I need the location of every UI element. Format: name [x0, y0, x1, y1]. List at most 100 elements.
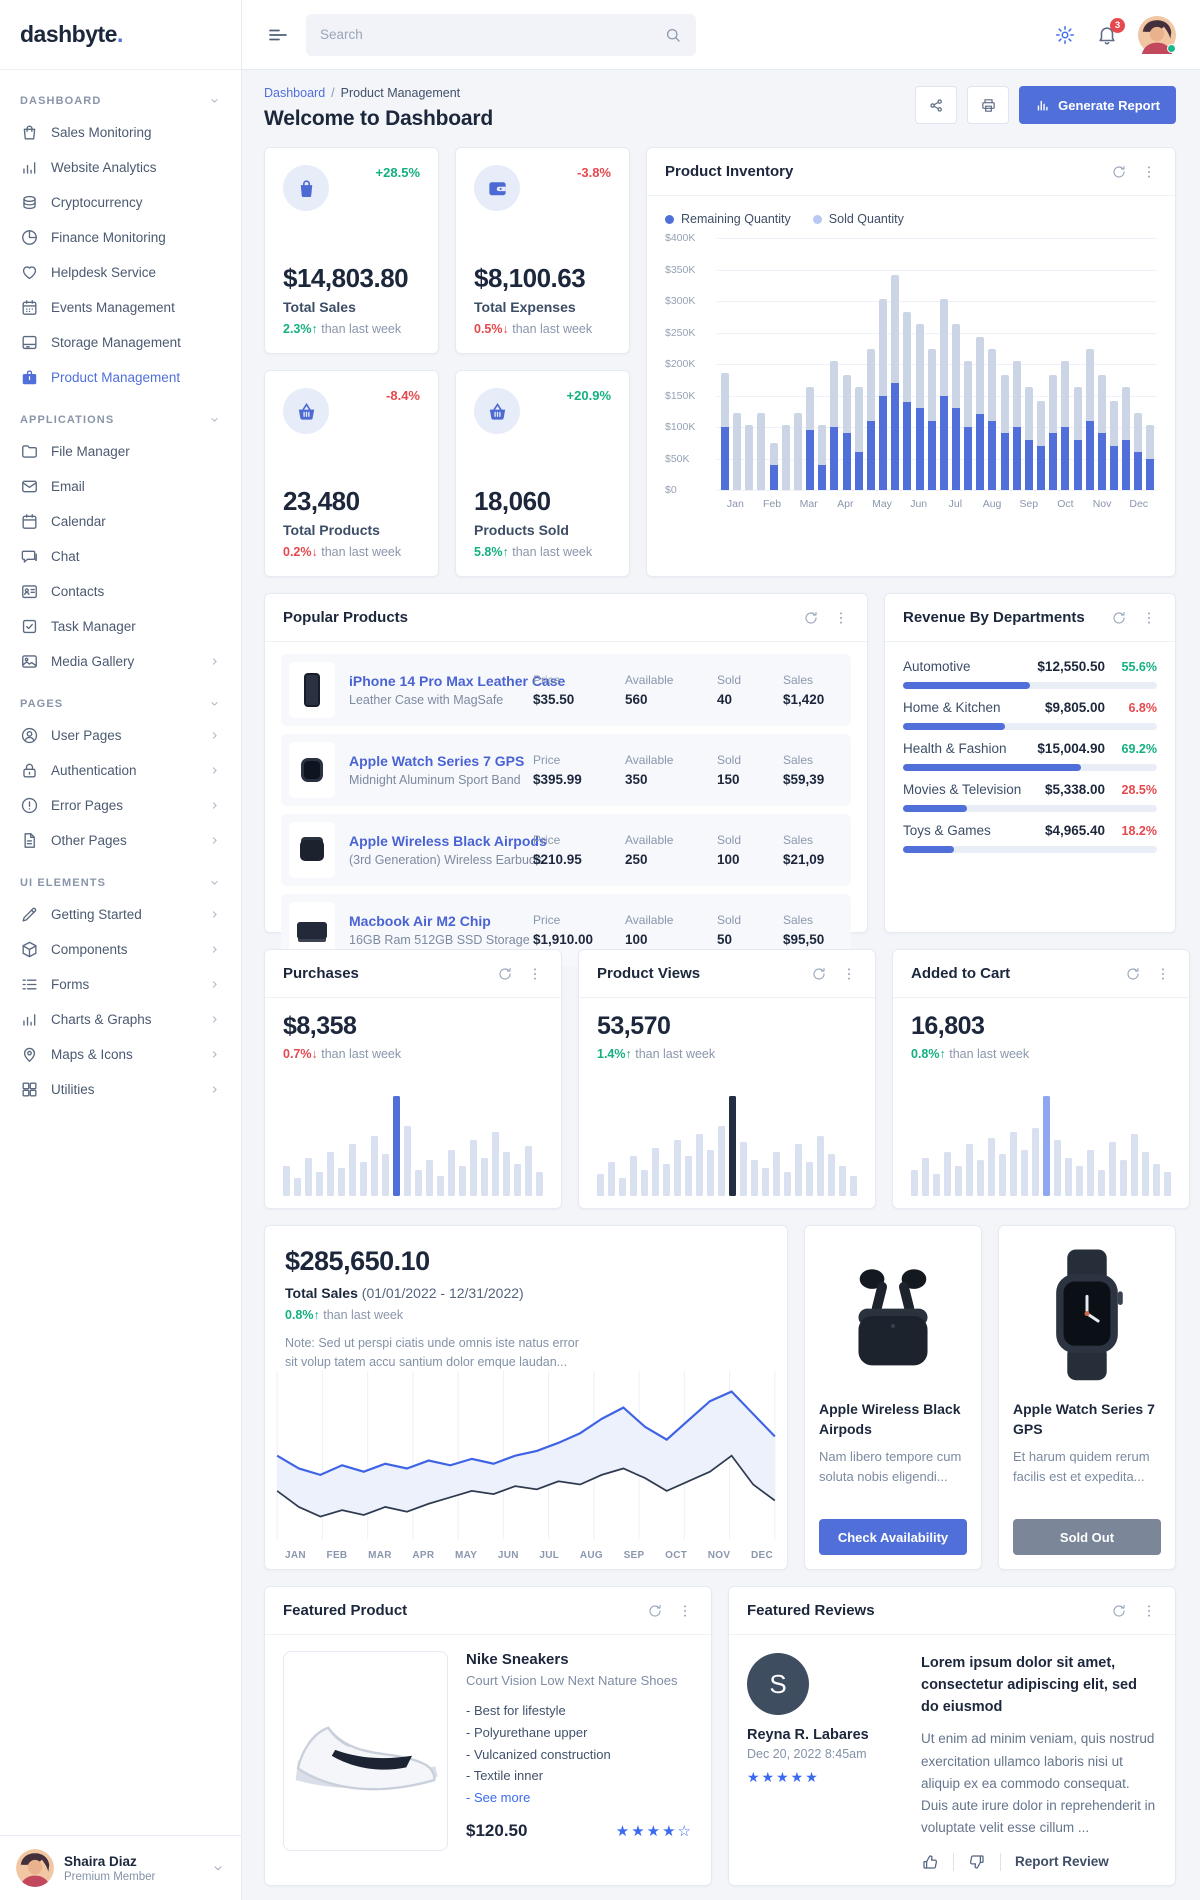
- card-header: Purchases: [265, 950, 561, 998]
- sidebar-item-error-pages[interactable]: Error Pages: [0, 788, 241, 823]
- refresh-icon[interactable]: [647, 1603, 663, 1619]
- remaining-segment: [903, 401, 912, 490]
- thumbs-down-icon[interactable]: [968, 1853, 986, 1871]
- mini-bar: [685, 1156, 692, 1196]
- sidebar-item-storage-management[interactable]: Storage Management: [0, 325, 241, 360]
- mac-thumbnail: [289, 902, 335, 958]
- sidebar-item-helpdesk-service[interactable]: Helpdesk Service: [0, 255, 241, 290]
- refresh-icon[interactable]: [497, 966, 513, 982]
- inventory-bar: [1037, 400, 1046, 490]
- sidebar-item-components[interactable]: Components: [0, 932, 241, 967]
- sold-segment: [1122, 387, 1131, 440]
- kebab-menu-icon[interactable]: [677, 1603, 693, 1619]
- brand-logo[interactable]: dashbyte.: [0, 0, 241, 70]
- sold-out-button[interactable]: Sold Out: [1013, 1519, 1161, 1555]
- mini-bar: [459, 1166, 466, 1196]
- menu-icon[interactable]: [266, 23, 290, 47]
- kpi-bag-icon: [295, 177, 318, 200]
- refresh-icon[interactable]: [803, 610, 819, 626]
- search-input[interactable]: [320, 27, 654, 42]
- revenue-line: Automotive $12,550.50 55.6%: [903, 659, 1157, 674]
- sidebar-item-charts-graphs[interactable]: Charts & Graphs: [0, 1002, 241, 1037]
- check-availability-button[interactable]: Check Availability: [819, 1519, 967, 1555]
- sidebar-item-user-pages[interactable]: User Pages: [0, 718, 241, 753]
- chevron-down-icon[interactable]: [208, 94, 221, 107]
- col-value: $21,09: [783, 852, 825, 867]
- product-name-link[interactable]: Apple Watch Series 7 GPS: [349, 753, 525, 769]
- x-tick-label: OCT: [665, 1550, 688, 1561]
- sidebar-item-calendar[interactable]: Calendar: [0, 504, 241, 539]
- sidebar-section-label[interactable]: DASHBOARD: [0, 76, 241, 115]
- refresh-icon[interactable]: [1111, 610, 1127, 626]
- sidebar-section-label[interactable]: APPLICATIONS: [0, 395, 241, 434]
- sidebar-item-getting-started[interactable]: Getting Started: [0, 897, 241, 932]
- sidebar-item-contacts[interactable]: Contacts: [0, 574, 241, 609]
- kebab-menu-icon[interactable]: [527, 966, 543, 982]
- kebab-menu-icon[interactable]: [833, 610, 849, 626]
- chevron-down-icon[interactable]: [208, 413, 221, 426]
- legend-item[interactable]: Sold Quantity: [812, 212, 904, 226]
- remaining-segment: [830, 427, 839, 490]
- product-name-link[interactable]: Apple Wireless Black Airpods: [349, 833, 547, 849]
- sidebar-item-website-analytics[interactable]: Website Analytics: [0, 150, 241, 185]
- product-name-link[interactable]: Macbook Air M2 Chip: [349, 913, 491, 929]
- gear-icon[interactable]: [1054, 24, 1076, 46]
- search-icon[interactable]: [664, 26, 682, 44]
- sidebar-item-media-gallery[interactable]: Media Gallery: [0, 644, 241, 679]
- sidebar-item-finance-monitoring[interactable]: Finance Monitoring: [0, 220, 241, 255]
- chevron-down-icon[interactable]: [211, 1861, 225, 1875]
- sidebar-item-other-pages[interactable]: Other Pages: [0, 823, 241, 858]
- sidebar-item-email[interactable]: Email: [0, 469, 241, 504]
- sidebar-item-product-management[interactable]: Product Management: [0, 360, 241, 395]
- sidebar-item-chat[interactable]: Chat: [0, 539, 241, 574]
- sold-segment: [793, 413, 802, 490]
- bell-icon[interactable]: 3: [1096, 17, 1125, 46]
- share-button[interactable]: [915, 86, 958, 124]
- sold-segment: [1146, 425, 1155, 459]
- kebab-menu-icon[interactable]: [1141, 610, 1157, 626]
- thumbs-up-icon[interactable]: [921, 1853, 939, 1871]
- profile-avatar[interactable]: [1138, 15, 1176, 54]
- sidebar-item-task-manager[interactable]: Task Manager: [0, 609, 241, 644]
- sidebar-user[interactable]: Shaira Diaz Premium Member: [0, 1835, 241, 1900]
- legend-item[interactable]: Remaining Quantity: [665, 212, 791, 226]
- product-name-link[interactable]: iPhone 14 Pro Max Leather Case: [349, 673, 566, 689]
- sidebar-item-label: Charts & Graphs: [51, 1012, 152, 1027]
- sidebar-item-events-management[interactable]: Events Management: [0, 290, 241, 325]
- refresh-icon[interactable]: [1111, 1603, 1127, 1619]
- search-box[interactable]: [306, 13, 696, 56]
- kebab-menu-icon[interactable]: [841, 966, 857, 982]
- sidebar-item-utilities[interactable]: Utilities: [0, 1072, 241, 1107]
- x-tick-label: Aug: [982, 498, 1002, 510]
- report-review-link[interactable]: Report Review: [1015, 1854, 1109, 1870]
- breadcrumb-dashboard[interactable]: Dashboard: [264, 86, 326, 100]
- sidebar-item-label: Helpdesk Service: [51, 265, 157, 280]
- kebab-menu-icon[interactable]: [1141, 164, 1157, 180]
- inventory-bar: [806, 387, 815, 490]
- refresh-icon[interactable]: [1111, 164, 1127, 180]
- sidebar-section-label[interactable]: UI ELEMENTS: [0, 858, 241, 897]
- sidebar-section-label[interactable]: PAGES: [0, 679, 241, 718]
- sidebar-item-file-manager[interactable]: File Manager: [0, 434, 241, 469]
- chevron-down-icon[interactable]: [208, 876, 221, 889]
- file-icon: [20, 831, 39, 850]
- section-label-text: DASHBOARD: [20, 94, 102, 107]
- sidebar-item-label: Email: [51, 479, 85, 494]
- sidebar-item-maps-icons[interactable]: Maps & Icons: [0, 1037, 241, 1072]
- kebab-menu-icon[interactable]: [1141, 1603, 1157, 1619]
- alert-icon: [20, 796, 39, 815]
- generate-report-button[interactable]: Generate Report: [1019, 86, 1176, 124]
- see-more-link[interactable]: - See more: [466, 1790, 531, 1806]
- sidebar-item-forms[interactable]: Forms: [0, 967, 241, 1002]
- refresh-icon[interactable]: [811, 966, 827, 982]
- sidebar-item-authentication[interactable]: Authentication: [0, 753, 241, 788]
- sidebar-item-label: Utilities: [51, 1082, 95, 1097]
- chevron-right-icon: [208, 764, 221, 777]
- kebab-menu-icon[interactable]: [1155, 966, 1171, 982]
- chevron-down-icon[interactable]: [208, 697, 221, 710]
- refresh-icon[interactable]: [1125, 966, 1141, 982]
- remaining-segment: [1110, 445, 1118, 490]
- print-button[interactable]: [967, 86, 1010, 124]
- sidebar-item-sales-monitoring[interactable]: Sales Monitoring: [0, 115, 241, 150]
- sidebar-item-cryptocurrency[interactable]: Cryptocurrency: [0, 185, 241, 220]
